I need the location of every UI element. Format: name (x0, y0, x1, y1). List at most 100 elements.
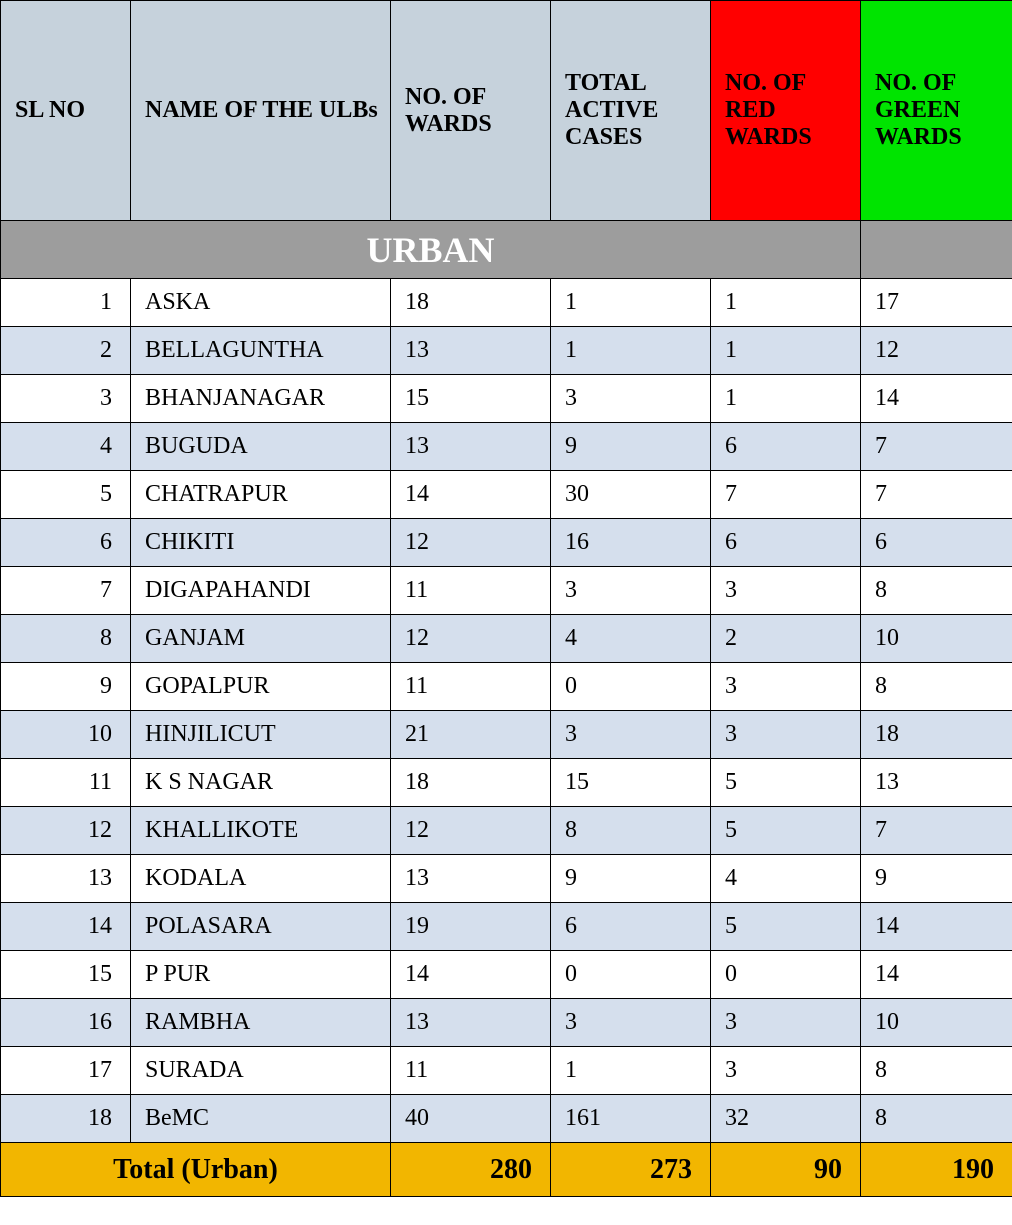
cell-active: 16 (551, 519, 711, 567)
cell-name: BELLAGUNTHA (131, 327, 391, 375)
table-row: 13KODALA13949 (1, 855, 1012, 903)
cell-active: 3 (551, 375, 711, 423)
table-row: 5CHATRAPUR143077 (1, 471, 1012, 519)
cell-name: K S NAGAR (131, 759, 391, 807)
cell-red: 4 (711, 855, 861, 903)
cell-name: RAMBHA (131, 999, 391, 1047)
cell-wards: 11 (391, 567, 551, 615)
total-red: 90 (711, 1143, 861, 1197)
cell-wards: 12 (391, 615, 551, 663)
table-row: 16RAMBHA133310 (1, 999, 1012, 1047)
cell-slno: 18 (1, 1095, 131, 1143)
cell-slno: 7 (1, 567, 131, 615)
col-header-wards: NO. OF WARDS (391, 1, 551, 221)
cell-wards: 13 (391, 327, 551, 375)
cell-name: ASKA (131, 279, 391, 327)
cell-slno: 10 (1, 711, 131, 759)
table-row: 17SURADA11138 (1, 1047, 1012, 1095)
cell-active: 30 (551, 471, 711, 519)
total-label: Total (Urban) (1, 1143, 391, 1197)
total-active: 273 (551, 1143, 711, 1197)
total-wards: 280 (391, 1143, 551, 1197)
cell-green: 14 (861, 903, 1012, 951)
cell-slno: 4 (1, 423, 131, 471)
cell-name: CHIKITI (131, 519, 391, 567)
table-header: SL NO NAME OF THE ULBs NO. OF WARDS TOTA… (1, 1, 1012, 221)
cell-slno: 5 (1, 471, 131, 519)
cell-green: 10 (861, 999, 1012, 1047)
cell-active: 0 (551, 951, 711, 999)
table-row: 1ASKA181117 (1, 279, 1012, 327)
cell-green: 18 (861, 711, 1012, 759)
cell-active: 3 (551, 567, 711, 615)
cell-red: 5 (711, 903, 861, 951)
cell-name: BUGUDA (131, 423, 391, 471)
cell-wards: 13 (391, 855, 551, 903)
cell-wards: 21 (391, 711, 551, 759)
cell-green: 10 (861, 615, 1012, 663)
col-header-active: TOTAL ACTIVE CASES (551, 1, 711, 221)
cell-red: 6 (711, 423, 861, 471)
col-header-slno: SL NO (1, 1, 131, 221)
cell-active: 3 (551, 999, 711, 1047)
cell-red: 6 (711, 519, 861, 567)
table-row: 9GOPALPUR11038 (1, 663, 1012, 711)
cell-slno: 11 (1, 759, 131, 807)
cell-name: HINJILICUT (131, 711, 391, 759)
cell-red: 32 (711, 1095, 861, 1143)
cell-slno: 14 (1, 903, 131, 951)
cell-wards: 13 (391, 423, 551, 471)
cell-red: 5 (711, 807, 861, 855)
table-body: URBAN 1ASKA1811172BELLAGUNTHA1311123BHAN… (1, 221, 1012, 1197)
cell-slno: 12 (1, 807, 131, 855)
section-spacer (861, 221, 1012, 279)
cell-slno: 13 (1, 855, 131, 903)
ward-status-table: SL NO NAME OF THE ULBs NO. OF WARDS TOTA… (0, 0, 1012, 1197)
section-row: URBAN (1, 221, 1012, 279)
cell-green: 7 (861, 471, 1012, 519)
cell-red: 1 (711, 375, 861, 423)
cell-active: 1 (551, 1047, 711, 1095)
cell-wards: 13 (391, 999, 551, 1047)
cell-active: 1 (551, 327, 711, 375)
cell-slno: 8 (1, 615, 131, 663)
cell-wards: 40 (391, 1095, 551, 1143)
table-row: 6CHIKITI121666 (1, 519, 1012, 567)
cell-red: 5 (711, 759, 861, 807)
cell-active: 8 (551, 807, 711, 855)
table-row: 10HINJILICUT213318 (1, 711, 1012, 759)
cell-slno: 1 (1, 279, 131, 327)
cell-active: 3 (551, 711, 711, 759)
total-green: 190 (861, 1143, 1012, 1197)
cell-wards: 18 (391, 279, 551, 327)
cell-wards: 11 (391, 663, 551, 711)
cell-name: DIGAPAHANDI (131, 567, 391, 615)
cell-name: KODALA (131, 855, 391, 903)
cell-green: 8 (861, 663, 1012, 711)
cell-name: CHATRAPUR (131, 471, 391, 519)
cell-red: 3 (711, 711, 861, 759)
cell-green: 8 (861, 1047, 1012, 1095)
table-row: 12KHALLIKOTE12857 (1, 807, 1012, 855)
cell-wards: 12 (391, 519, 551, 567)
cell-green: 17 (861, 279, 1012, 327)
cell-active: 9 (551, 423, 711, 471)
cell-green: 7 (861, 423, 1012, 471)
table-row: 7DIGAPAHANDI11338 (1, 567, 1012, 615)
cell-slno: 15 (1, 951, 131, 999)
cell-active: 4 (551, 615, 711, 663)
cell-wards: 14 (391, 471, 551, 519)
cell-name: P PUR (131, 951, 391, 999)
total-row: Total (Urban)28027390190 (1, 1143, 1012, 1197)
cell-wards: 14 (391, 951, 551, 999)
cell-red: 3 (711, 1047, 861, 1095)
cell-green: 14 (861, 951, 1012, 999)
cell-active: 161 (551, 1095, 711, 1143)
cell-red: 7 (711, 471, 861, 519)
cell-green: 8 (861, 1095, 1012, 1143)
table-row: 4BUGUDA13967 (1, 423, 1012, 471)
cell-green: 14 (861, 375, 1012, 423)
table-row: 3BHANJANAGAR153114 (1, 375, 1012, 423)
cell-name: GOPALPUR (131, 663, 391, 711)
cell-name: POLASARA (131, 903, 391, 951)
